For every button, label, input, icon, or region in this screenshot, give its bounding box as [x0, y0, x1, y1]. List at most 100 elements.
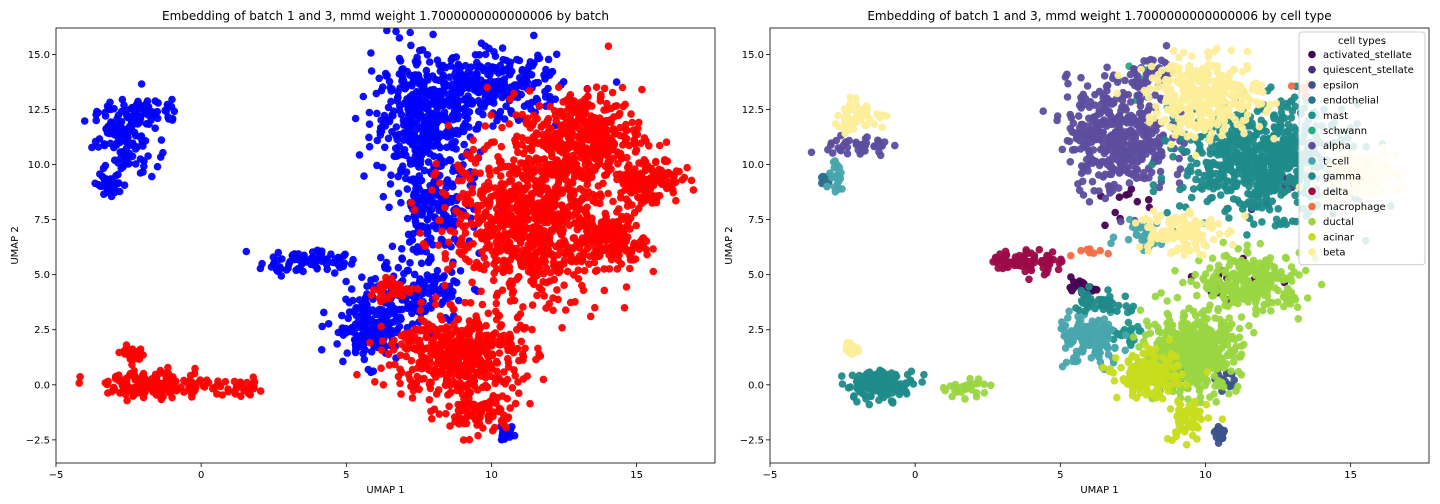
data-point [517, 262, 526, 270]
data-point [1089, 146, 1098, 154]
data-point [428, 273, 437, 281]
data-point [363, 282, 371, 291]
data-point [486, 77, 495, 85]
data-point [441, 203, 449, 212]
data-point [542, 278, 551, 287]
data-point [385, 203, 393, 212]
data-point [492, 315, 501, 324]
data-point [465, 317, 474, 325]
y-tick-label: 0.0 [34, 380, 50, 391]
data-point [860, 141, 868, 149]
data-point [662, 138, 671, 146]
data-point [1068, 128, 1076, 136]
data-point [1071, 328, 1080, 337]
data-point [256, 387, 265, 395]
data-point [452, 207, 460, 215]
data-point [481, 229, 490, 237]
data-point [478, 341, 486, 350]
y-tick-label: 7.5 [34, 215, 50, 226]
data-point [1138, 142, 1147, 151]
y-tick-label: −2.5 [26, 435, 50, 446]
data-point [469, 136, 477, 144]
data-point [434, 386, 443, 394]
data-point [1155, 141, 1163, 149]
data-point [566, 298, 575, 307]
data-point [675, 167, 683, 176]
data-point [428, 186, 436, 194]
data-point [640, 156, 648, 164]
data-point [565, 186, 574, 195]
data-point [498, 123, 506, 132]
data-point [461, 298, 469, 307]
data-point [642, 137, 650, 145]
data-point [417, 375, 426, 383]
data-point [584, 92, 592, 101]
data-point [1077, 104, 1085, 112]
data-point [485, 241, 494, 250]
data-point [471, 410, 479, 419]
data-point [417, 259, 426, 268]
data-point [389, 346, 398, 354]
data-point [618, 83, 627, 92]
data-point [1118, 103, 1126, 111]
data-point [439, 87, 448, 96]
data-point [570, 97, 579, 105]
data-point [1162, 41, 1171, 50]
data-point [452, 88, 461, 96]
data-point [550, 196, 559, 204]
data-point [100, 140, 109, 148]
data-point [590, 223, 599, 232]
data-point [349, 307, 358, 316]
data-point [551, 212, 559, 220]
data-point [1101, 170, 1110, 179]
data-point [472, 262, 480, 271]
data-point [665, 183, 673, 192]
data-point [494, 213, 503, 222]
data-point [120, 148, 128, 156]
data-point [408, 90, 417, 99]
data-point [387, 97, 395, 106]
data-point [655, 165, 663, 174]
data-point [497, 181, 506, 189]
data-point [1136, 327, 1145, 335]
data-point [608, 88, 617, 97]
data-point [501, 380, 510, 388]
data-point [585, 153, 593, 162]
data-point [481, 50, 490, 59]
data-point [339, 357, 347, 366]
data-point [131, 348, 139, 357]
data-point [439, 325, 448, 333]
data-point [597, 93, 605, 101]
data-point [573, 225, 582, 234]
data-point [92, 116, 100, 125]
data-point [256, 264, 265, 273]
data-point [412, 103, 420, 112]
data-point [411, 206, 419, 214]
data-point [430, 279, 439, 288]
data-point [420, 189, 429, 197]
data-point [487, 111, 495, 119]
data-point [613, 265, 622, 273]
data-point [1138, 125, 1146, 134]
data-point [522, 232, 530, 241]
data-point [473, 386, 482, 394]
data-point [394, 88, 402, 96]
data-point [123, 396, 131, 405]
data-point [1060, 332, 1068, 340]
data-point [575, 114, 583, 122]
data-point [509, 245, 517, 253]
data-point [373, 161, 381, 170]
data-point [138, 385, 146, 393]
data-point [1125, 179, 1134, 187]
data-point [1068, 146, 1077, 154]
data-point [505, 69, 514, 78]
data-point [355, 151, 364, 159]
data-point [1133, 165, 1142, 174]
data-point [494, 69, 503, 77]
data-point [492, 81, 500, 89]
data-point [560, 249, 568, 257]
data-point [534, 224, 542, 233]
data-point [528, 98, 536, 107]
data-point [575, 213, 583, 222]
data-point [1122, 133, 1130, 141]
